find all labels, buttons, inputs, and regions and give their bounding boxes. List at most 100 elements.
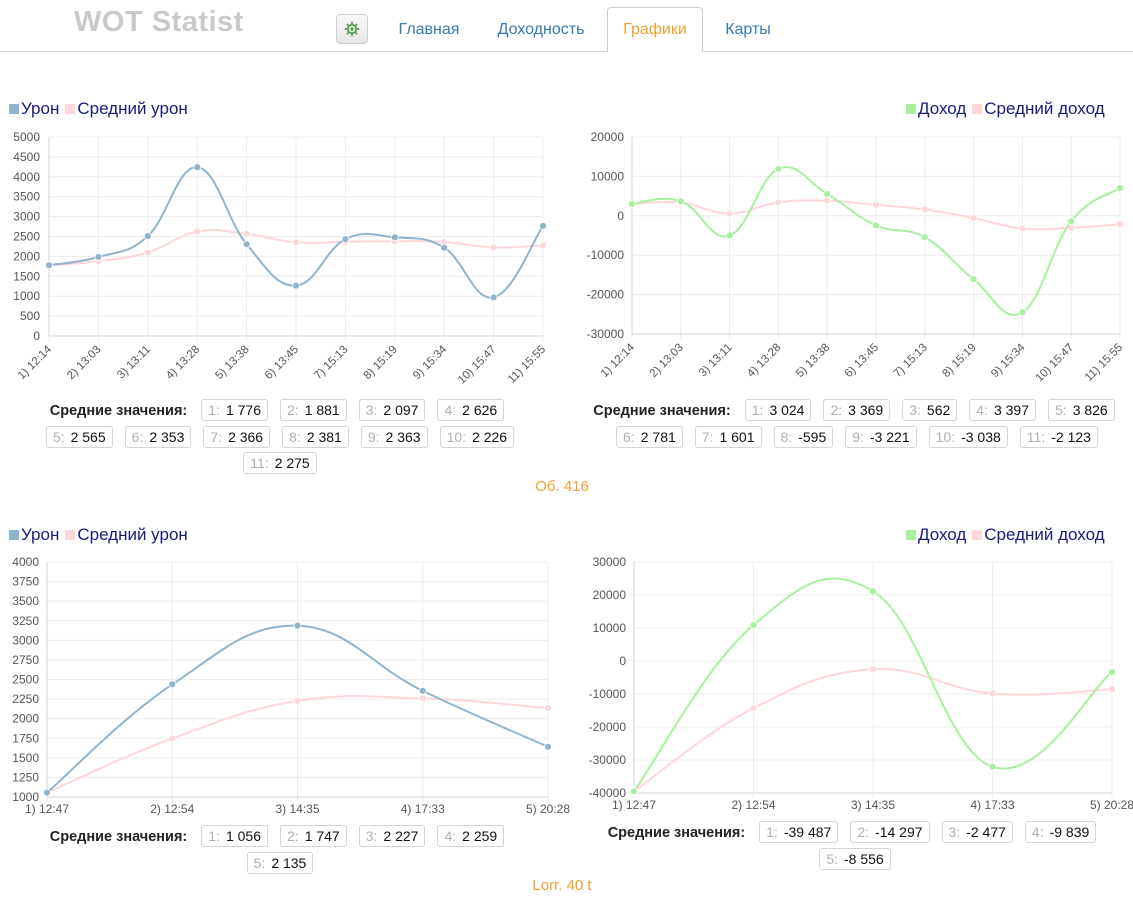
average-index: 4:	[976, 402, 988, 418]
x-tick-label: 4) 17:33	[401, 802, 445, 816]
average-value: 562	[926, 402, 951, 418]
x-tick-label: 5) 13:38	[794, 342, 832, 380]
x-tick-label: 7) 15:13	[312, 344, 350, 382]
data-point-average	[544, 704, 552, 712]
average-value: 2 363	[385, 429, 421, 445]
average-value-pill: 4: 3 397	[969, 399, 1036, 421]
tab-charts[interactable]: Графики	[607, 7, 703, 52]
app-logo[interactable]: WOT Statist	[74, 6, 244, 38]
x-tick-label: 3) 13:11	[115, 344, 153, 382]
data-point-average	[193, 227, 202, 236]
y-tick-label: 3000	[12, 633, 39, 647]
average-value: 3 826	[1072, 402, 1108, 418]
damage-chart-1: 0 500 1000 1500 2000 2500 3000 3500 4000 4500 5000…	[13, 130, 548, 386]
y-tick-label: 1000	[12, 790, 39, 804]
data-point-main	[293, 621, 302, 630]
data-point-main	[774, 164, 783, 173]
y-tick-label: -40000	[589, 786, 627, 800]
legend-label-income[interactable]: Доход	[918, 99, 967, 118]
x-tick-label: 2) 12:54	[150, 802, 194, 816]
y-tick-label: 0	[617, 209, 624, 223]
data-point-average	[749, 704, 758, 713]
averages-damage-1: Средние значения: 1: 1 776 2: 1 881 3: 2 097 4:…	[15, 397, 545, 476]
data-point-main	[390, 233, 399, 242]
legend-label-avg-income[interactable]: Средний доход	[984, 99, 1105, 118]
data-point-average	[725, 209, 734, 218]
data-point-main	[341, 235, 350, 244]
legend-label-damage[interactable]: Урон	[21, 99, 60, 118]
tab-main[interactable]: Главная	[398, 20, 460, 38]
x-tick-label: 7) 15:13	[892, 342, 930, 380]
average-value-pill: 1: -39 487	[759, 821, 839, 843]
y-tick-label: -20000	[589, 720, 627, 734]
y-tick-label: 2750	[12, 653, 39, 667]
average-index: 6:	[131, 429, 144, 445]
y-tick-label: 3500	[13, 190, 40, 204]
legend-label-income[interactable]: Доход	[918, 525, 967, 544]
x-tick-label: 5) 13:38	[213, 344, 251, 382]
data-point-main	[920, 233, 929, 242]
legend-label-avg-damage[interactable]: Средний урон	[77, 525, 188, 544]
average-index: 1:	[751, 402, 764, 418]
data-point-main	[418, 686, 427, 695]
x-tick-label: 3) 14:35	[275, 802, 319, 816]
data-point-main	[292, 281, 300, 290]
average-value: 2 227	[383, 828, 419, 844]
average-value-pill: 3: 2 227	[358, 825, 426, 847]
legend-swatch-damage	[9, 530, 19, 540]
average-index: 3:	[948, 824, 961, 840]
average-value: 2 381	[306, 429, 342, 445]
data-point-main	[988, 762, 997, 771]
average-value-pill: 5: 2 135	[246, 852, 314, 874]
y-tick-label: 20000	[593, 588, 627, 602]
average-value-pill: 2: 1 747	[280, 825, 347, 847]
data-point-average	[988, 689, 997, 698]
y-tick-label: 4000	[13, 170, 40, 184]
data-point-main	[440, 243, 449, 252]
average-index: 2:	[830, 402, 843, 418]
x-tick-label: 10) 15:47	[1033, 342, 1076, 385]
legend-label-avg-income[interactable]: Средний доход	[984, 525, 1105, 544]
data-point-average	[292, 238, 300, 247]
y-tick-label: 3250	[12, 614, 39, 628]
y-tick-label: -10000	[587, 248, 625, 262]
averages-income-2: Средние значения: 1: -39 487 2: -14 297 3: -2 …	[575, 819, 1133, 872]
average-index: 5:	[1055, 402, 1067, 418]
legend-swatch-damage	[9, 104, 19, 114]
x-tick-label: 2) 13:03	[648, 342, 686, 380]
average-value-pill: 7: 2 366	[203, 426, 271, 448]
legend-damage-1: Урон Средний урон	[9, 99, 188, 119]
data-point-average	[1108, 685, 1116, 694]
x-tick-label: 2) 12:54	[731, 798, 775, 812]
tab-maps[interactable]: Карты	[725, 20, 771, 38]
average-index: 2:	[287, 828, 299, 844]
legend-label-avg-damage[interactable]: Средний урон	[77, 99, 188, 118]
vehicle-name-1: Об. 416	[535, 478, 589, 495]
x-tick-label: 6) 13:45	[843, 342, 881, 380]
average-index: 2:	[857, 824, 870, 840]
data-point-main	[143, 232, 152, 241]
data-point-main	[193, 163, 202, 172]
data-point-main	[1018, 308, 1027, 317]
data-point-average	[823, 196, 832, 205]
tab-profitability[interactable]: Доходность	[497, 20, 585, 38]
data-point-average	[168, 734, 177, 743]
x-tick-label: 9) 15:34	[411, 343, 450, 382]
y-tick-label: 4500	[13, 150, 40, 164]
average-value-pill: 11: -2 123	[1019, 426, 1098, 448]
average-value: 1 881	[304, 402, 340, 418]
average-index: 7:	[210, 429, 223, 445]
average-value-pill: 4: -9 839	[1024, 821, 1097, 843]
average-value-pill: 5: 2 565	[45, 426, 113, 448]
data-point-main	[45, 261, 53, 270]
data-point-main	[823, 190, 832, 198]
legend-label-damage[interactable]: Урон	[21, 525, 60, 544]
x-tick-label: 10) 15:47	[456, 344, 499, 387]
average-index: 2:	[287, 402, 299, 418]
data-point-average	[774, 198, 783, 207]
settings-button[interactable]	[336, 14, 368, 44]
average-value-pill: 1: 1 776	[201, 399, 268, 421]
average-value: 2 781	[640, 429, 676, 445]
x-tick-label: 6) 13:45	[263, 344, 301, 382]
